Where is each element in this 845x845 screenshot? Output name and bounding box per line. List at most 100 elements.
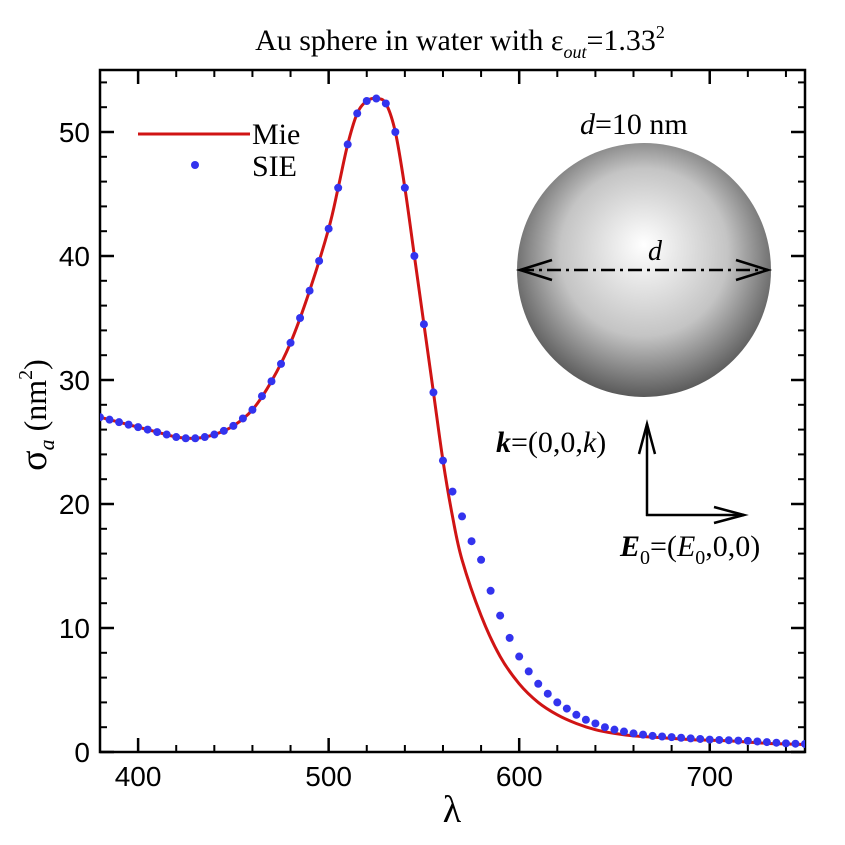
sie-point <box>267 377 276 386</box>
x-tick-label: 700 <box>686 761 733 792</box>
sie-point <box>619 727 628 736</box>
sphere <box>517 143 771 397</box>
sie-point <box>438 456 447 465</box>
y-tick-label: 50 <box>59 117 90 148</box>
y-tick-label: 40 <box>59 241 90 272</box>
sie-point <box>172 433 181 442</box>
sie-point <box>743 736 752 745</box>
sie-point <box>553 698 562 707</box>
sie-point <box>534 679 543 688</box>
k-vector-arrowhead <box>637 419 657 455</box>
sie-point <box>562 704 571 713</box>
sie-point <box>162 430 171 439</box>
sie-point <box>353 109 362 118</box>
x-axis-label: λ <box>443 789 462 831</box>
legend: Mie SIE <box>138 118 300 183</box>
x-tick-label: 400 <box>115 761 162 792</box>
sie-point <box>505 633 514 642</box>
sie-point <box>105 415 114 424</box>
sie-point <box>286 338 295 347</box>
chart-title: Au sphere in water with εout=1.332 <box>255 22 665 62</box>
sie-point <box>191 434 200 443</box>
sie-point <box>248 405 257 414</box>
y-tick-label: 10 <box>59 613 90 644</box>
y-tick-label: 30 <box>59 365 90 396</box>
plot-frame <box>98 68 807 754</box>
sie-point <box>496 611 505 620</box>
diameter-arrow-right <box>735 258 773 282</box>
sie-point <box>100 413 104 422</box>
sie-point <box>277 359 286 368</box>
sie-point <box>419 320 428 329</box>
sie-point <box>772 738 781 747</box>
sie-point <box>181 434 190 443</box>
sie-point <box>696 734 705 743</box>
sie-point <box>572 710 581 719</box>
sie-point <box>762 738 771 747</box>
sie-point <box>715 735 724 744</box>
sie-point <box>524 667 533 676</box>
series-sie <box>100 94 805 748</box>
legend-sie-marker <box>191 161 199 169</box>
sie-point <box>324 224 333 233</box>
sphere-d-label: d <box>648 236 663 267</box>
sie-point <box>372 94 381 103</box>
sie-point <box>448 487 457 496</box>
e-field-label: E0=(E0,0,0) <box>619 530 760 569</box>
sie-point <box>124 420 133 429</box>
sie-point <box>391 128 400 136</box>
sie-point <box>629 729 638 738</box>
sie-point <box>296 314 305 322</box>
sphere-diameter-label: d=10 nm <box>580 108 688 141</box>
sie-point <box>458 512 467 521</box>
sie-point <box>791 739 800 748</box>
sie-point <box>238 414 247 423</box>
sie-point <box>648 731 657 740</box>
y-tick-label: 0 <box>74 737 90 768</box>
sie-point <box>705 735 714 744</box>
k-vector-label: k=(0,0,k) <box>496 426 606 459</box>
sie-point <box>343 140 352 149</box>
x-tick-label: 500 <box>305 761 352 792</box>
sie-point <box>143 425 152 434</box>
sie-point <box>486 586 495 595</box>
sie-point <box>639 730 648 739</box>
sie-point <box>315 256 324 265</box>
e-field-arrowhead <box>713 505 749 525</box>
sie-point <box>210 430 219 439</box>
sie-point <box>581 715 590 724</box>
axis-tick-labels: 400 500 600 700 0 10 20 30 40 50 <box>59 117 733 792</box>
sie-point <box>753 737 762 746</box>
sie-point <box>677 733 686 742</box>
sie-point <box>667 733 676 742</box>
sie-point <box>219 426 228 435</box>
sie-point <box>515 652 524 661</box>
sie-point <box>610 725 619 734</box>
sie-point <box>400 183 409 192</box>
legend-sie-label: SIE <box>252 150 297 183</box>
sie-point <box>658 732 667 741</box>
sie-point <box>134 423 143 432</box>
sie-point <box>467 537 476 546</box>
sie-point <box>200 433 209 442</box>
sie-point <box>410 252 419 260</box>
sie-point <box>734 736 743 745</box>
x-tick-label: 600 <box>496 761 543 792</box>
sie-point <box>429 388 438 397</box>
sie-point <box>724 736 733 745</box>
sie-point <box>305 286 314 295</box>
diameter-arrow-left <box>515 258 553 282</box>
legend-mie-label: Mie <box>252 118 300 151</box>
sie-point <box>334 183 343 192</box>
sie-point <box>543 689 552 698</box>
sie-point <box>381 99 390 108</box>
axis-ticks <box>99 70 805 754</box>
sie-point <box>229 421 238 430</box>
sphere-inset: d=10 nm d k=(0,0,k) E0=(E0,0,0) <box>496 108 773 569</box>
sie-point <box>115 418 124 427</box>
sie-point <box>362 97 371 105</box>
sie-point <box>600 723 609 732</box>
sie-point <box>153 428 162 437</box>
sie-point <box>257 392 266 401</box>
